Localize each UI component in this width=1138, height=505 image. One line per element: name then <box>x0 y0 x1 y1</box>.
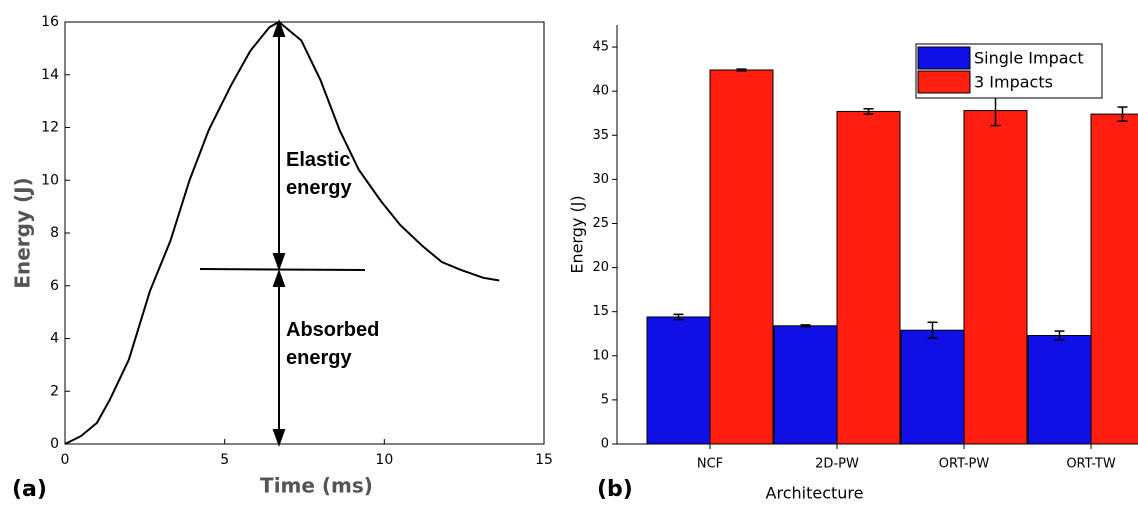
y-tick-label: 4 <box>50 331 59 347</box>
y-tick-label: 5 <box>601 392 609 407</box>
y-tick-label: 20 <box>592 260 609 275</box>
y-tick-label: 0 <box>50 436 59 452</box>
y-tick-label: 12 <box>41 120 59 136</box>
arrow-head <box>272 19 286 37</box>
y-tick-label: 8 <box>50 225 59 241</box>
bar <box>836 110 901 445</box>
legend-swatch <box>917 70 971 94</box>
legend-swatch <box>917 46 971 70</box>
annotation: Elastic energy <box>286 149 352 199</box>
y-axis-label: Energy (J) <box>568 195 587 273</box>
x-tick-label: NCF <box>697 457 723 472</box>
divider-line <box>199 268 366 271</box>
x-tick-label: 5 <box>220 452 229 468</box>
error-bar <box>863 108 874 115</box>
y-tick-label: 25 <box>592 216 609 231</box>
y-tick-label: 2 <box>50 383 59 399</box>
y-tick-label: 10 <box>41 172 59 188</box>
arrow-head <box>272 253 286 271</box>
plot-frame <box>64 21 545 445</box>
energy-line <box>64 20 500 445</box>
bar <box>1027 335 1092 445</box>
x-tick-label: 15 <box>535 452 553 468</box>
y-tick-label: 30 <box>592 172 609 187</box>
bar <box>773 325 838 445</box>
y-tick-label: 10 <box>592 348 609 363</box>
y-tick-label: 14 <box>41 67 59 83</box>
x-tick-label: 10 <box>375 452 393 468</box>
error-bar <box>1117 106 1128 122</box>
error-bar <box>736 68 747 72</box>
error-bar <box>927 321 938 339</box>
bar <box>709 69 774 445</box>
y-tick-label: 16 <box>41 14 59 30</box>
panel-label: (b) <box>597 477 633 502</box>
legend-label: Single Impact <box>974 49 1084 68</box>
arrow-head <box>272 429 286 447</box>
y-tick-label: 15 <box>592 304 609 319</box>
bar <box>963 110 1028 445</box>
x-axis-label: Time (ms) <box>260 474 373 498</box>
x-axis-label: Architecture <box>766 484 864 503</box>
x-tick-label: 2D-PW <box>815 457 859 472</box>
x-tick-label: ORT-PW <box>939 457 990 472</box>
x-tick-label: ORT-TW <box>1066 457 1116 472</box>
error-bar <box>673 313 684 321</box>
error-bar <box>800 324 811 328</box>
annotation-box: Absorbed energy <box>286 319 380 369</box>
bar <box>646 316 711 445</box>
y-tick-label: 45 <box>592 40 609 55</box>
bar <box>900 329 965 445</box>
annotation-box: Elastic energy <box>286 149 352 199</box>
error-bar <box>1054 330 1065 341</box>
arrows <box>199 19 366 447</box>
legend-label: 3 Impacts <box>974 73 1053 92</box>
y-tick-label: 6 <box>50 278 59 294</box>
bar <box>1090 113 1138 445</box>
arrow-head <box>272 269 286 287</box>
y-tick-label: 0 <box>601 437 609 452</box>
annotation: Absorbed energy <box>286 319 380 369</box>
y-tick-label: 35 <box>592 128 609 143</box>
y-axis-label: Energy (J) <box>11 177 35 288</box>
panel-label: (a) <box>12 477 47 502</box>
y-tick-label: 40 <box>592 84 609 99</box>
x-tick-label: 0 <box>61 452 70 468</box>
